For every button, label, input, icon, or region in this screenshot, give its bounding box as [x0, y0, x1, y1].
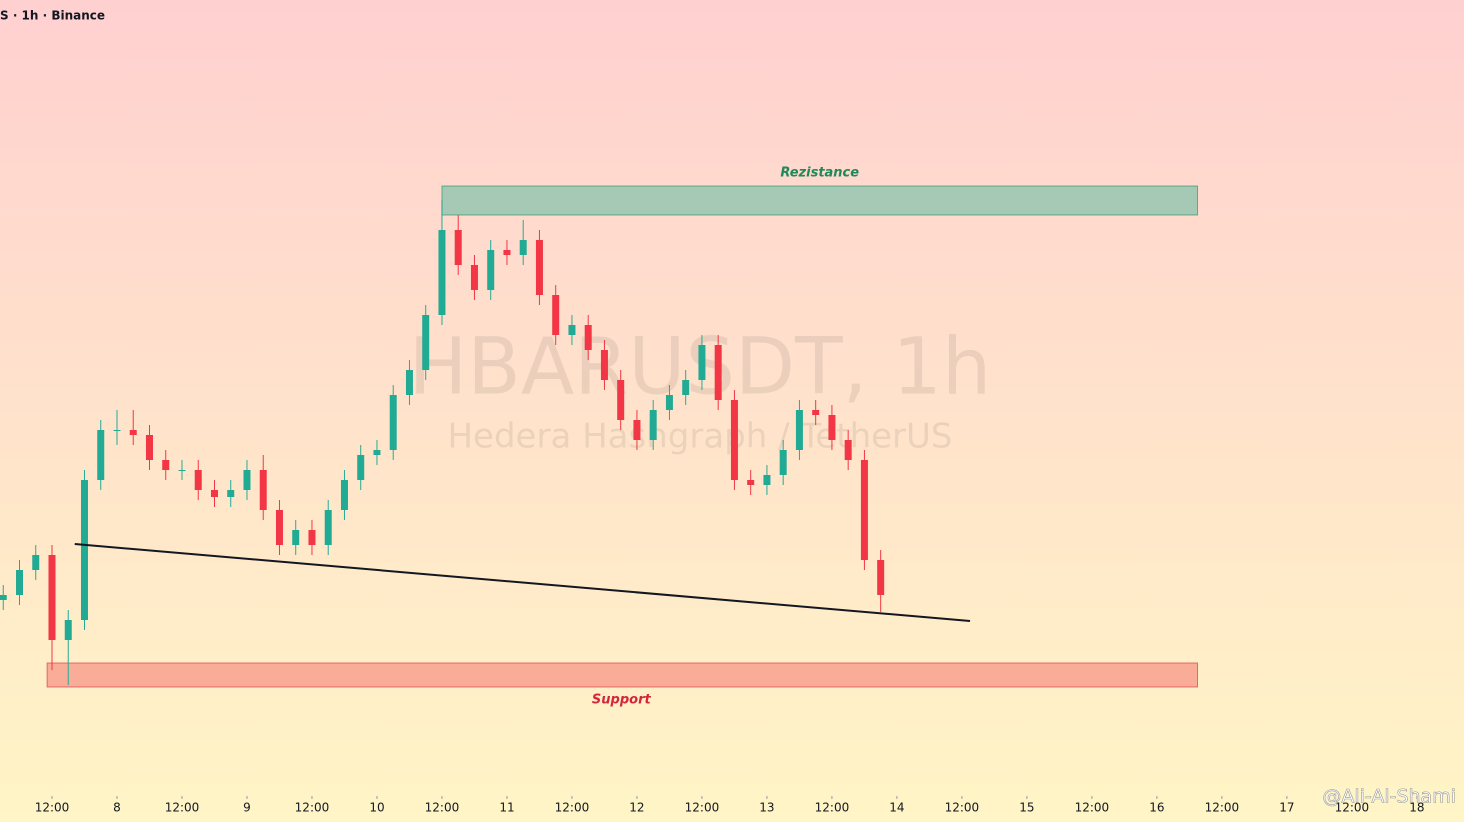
candle-body: [162, 460, 170, 470]
candle-body: [324, 510, 332, 545]
candle-body: [227, 490, 235, 497]
candle-body: [470, 265, 478, 290]
x-tick-label: 8: [113, 801, 121, 815]
x-tick-label: 10: [369, 801, 384, 815]
candle-body: [812, 410, 820, 415]
candle-body: [877, 560, 885, 595]
candle-body: [194, 470, 202, 490]
watermark-subtitle: Hedera Hashgraph / TetherUS: [447, 417, 952, 457]
x-tick-label: 12:00: [815, 801, 850, 815]
plot: Rezistance Support 12:00 8 12:00 9 12:00 10 12:0…: [0, 166, 1425, 815]
x-tick-label: 12:00: [1335, 801, 1370, 815]
candle-body: [129, 430, 137, 435]
candle-body: [584, 325, 592, 350]
x-tick-label: 12:00: [165, 801, 200, 815]
candle-body: [503, 250, 511, 255]
candle-body: [519, 240, 527, 255]
candle-body: [48, 555, 56, 640]
x-tick-label: 9: [243, 801, 251, 815]
x-tick-label: 11: [499, 801, 514, 815]
x-tick-label: 12:00: [685, 801, 720, 815]
candle-body: [405, 370, 413, 395]
x-tick-label: 17: [1279, 801, 1294, 815]
candle-body: [535, 240, 543, 295]
candle-body: [373, 450, 381, 455]
candle-body: [552, 295, 560, 335]
x-tick-label: 18: [1409, 801, 1424, 815]
candle-body: [259, 470, 267, 510]
candle-body: [665, 395, 673, 410]
candle-body: [649, 410, 657, 440]
candle-body: [747, 480, 755, 485]
candle-body: [730, 400, 738, 480]
zone: [441, 185, 1199, 216]
candle-body: [357, 455, 365, 480]
candle-body: [454, 230, 462, 265]
candle-body: [64, 620, 72, 640]
candle-body: [210, 490, 218, 497]
candle-body: [389, 395, 397, 450]
candle-body: [340, 480, 348, 510]
candle-body: [795, 410, 803, 450]
candle-body: [97, 430, 105, 480]
candle-body: [617, 380, 625, 420]
candle-body: [844, 440, 852, 460]
x-tick-label: 16: [1149, 801, 1164, 815]
candle-body: [763, 475, 771, 485]
candle-body: [682, 380, 690, 395]
candle-body: [15, 570, 23, 595]
candle-body: [80, 480, 88, 620]
zone-label: Support: [592, 693, 652, 708]
candle-body: [600, 350, 608, 380]
zone-label: Rezistance: [780, 166, 859, 181]
x-tick-label: 12:00: [945, 801, 980, 815]
candle-body: [828, 415, 836, 440]
x-tick-label: 14: [889, 801, 904, 815]
candle-body: [243, 470, 251, 490]
x-tick-label: 12:00: [425, 801, 460, 815]
candle-body: [32, 555, 40, 570]
x-tick-label: 13: [759, 801, 774, 815]
x-tick-label: 15: [1019, 801, 1034, 815]
x-tick-label: 12:00: [555, 801, 590, 815]
candle-body: [714, 345, 722, 400]
candle-body: [698, 345, 706, 380]
candle-body: [568, 325, 576, 335]
x-tick-label: 12:00: [1205, 801, 1240, 815]
candle-body: [178, 470, 186, 471]
candle-body: [275, 510, 283, 545]
symbol-header: S · 1h · Binance: [0, 9, 105, 23]
x-tick-label: 12:00: [35, 801, 70, 815]
x-tick-label: 12:00: [295, 801, 330, 815]
zone: [46, 662, 1199, 688]
candle-body: [438, 230, 446, 315]
candle-body: [860, 460, 868, 560]
candle-body: [0, 595, 7, 600]
credit: @Ali-Al-Shami: [1322, 786, 1456, 808]
candle-body: [145, 435, 153, 460]
x-tick-label: 12:00: [1075, 801, 1110, 815]
candle-body: [779, 450, 787, 475]
candle-body: [308, 530, 316, 545]
candle-body: [422, 315, 430, 370]
x-tick-label: 12: [629, 801, 644, 815]
candle-body: [633, 420, 641, 440]
candle-body: [113, 430, 121, 431]
trendline: [74, 543, 971, 622]
candle-body: [292, 530, 300, 545]
candle-body: [487, 250, 495, 290]
